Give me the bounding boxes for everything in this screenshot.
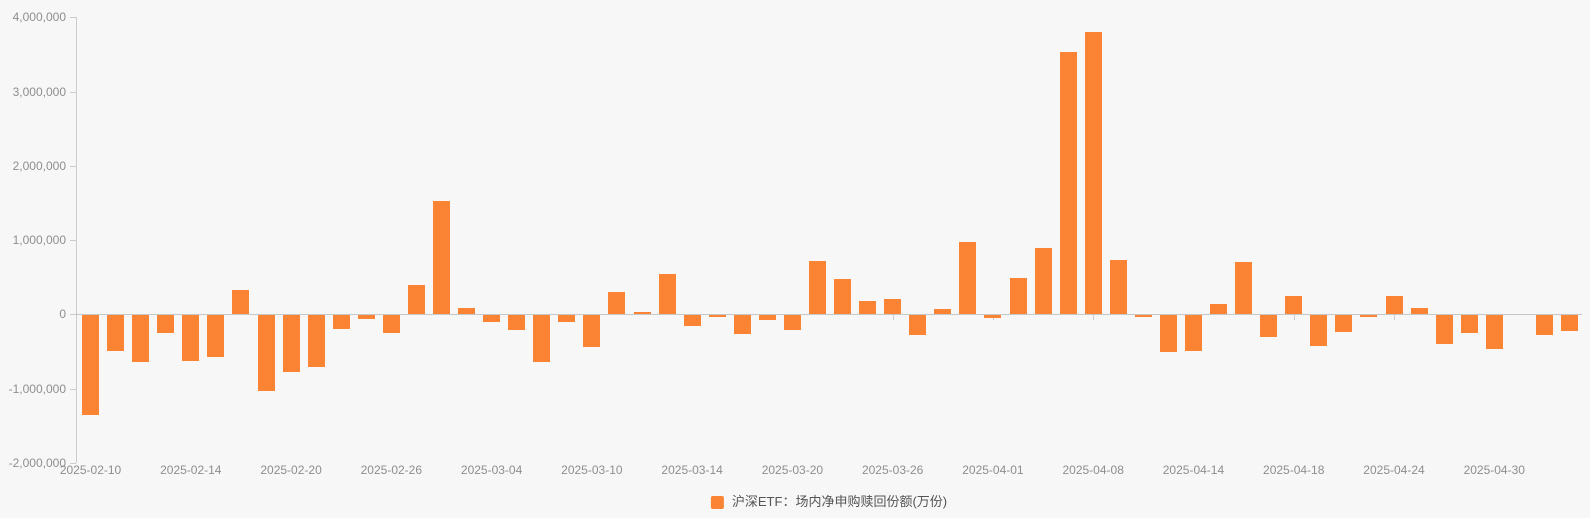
- bar-2025-04-28[interactable]: [1435, 315, 1453, 345]
- bar-2025-03-07[interactable]: [558, 315, 576, 322]
- legend-label: 沪深ETF：场内净申购赎回份额(万份): [731, 494, 948, 509]
- bar-2025-03-03[interactable]: [458, 307, 475, 315]
- bar-2025-04-18[interactable]: [1285, 295, 1303, 315]
- bar-2025-03-26[interactable]: [884, 299, 902, 315]
- y-axis-line: [76, 17, 77, 463]
- x-axis-label: 2025-04-30: [1463, 463, 1525, 477]
- x-axis-label: 2025-03-20: [761, 463, 824, 477]
- x-axis-label: 2025-03-04: [460, 463, 523, 477]
- x-axis-label: 2025-02-10: [59, 463, 122, 477]
- bar-2025-02-19[interactable]: [257, 315, 275, 391]
- bar-2025-03-12[interactable]: [633, 311, 651, 315]
- x-axis-label: 2025-04-01: [962, 463, 1024, 477]
- x-axis-tick: [892, 315, 894, 320]
- x-axis-tick: [1394, 315, 1395, 320]
- bar-2025-05-08[interactable]: [1561, 315, 1578, 331]
- bar-2025-04-11[interactable]: [1159, 315, 1177, 353]
- bar-2025-02-10[interactable]: [82, 315, 99, 416]
- bar-2025-04-23[interactable]: [1360, 315, 1378, 317]
- x-axis-zero-line: [76, 314, 1582, 315]
- bar-2025-04-02[interactable]: [1009, 277, 1027, 315]
- y-axis-tick: [70, 462, 76, 464]
- bar-2025-05-07[interactable]: [1535, 315, 1553, 336]
- bar-2025-04-30[interactable]: [1485, 315, 1503, 350]
- x-axis-label: 2025-03-10: [561, 463, 623, 477]
- bar-2025-02-21[interactable]: [307, 315, 325, 368]
- y-axis-tick: [70, 240, 76, 242]
- bar-2025-03-18[interactable]: [733, 315, 751, 334]
- bar-2025-03-19[interactable]: [758, 315, 776, 321]
- bar-2025-02-24[interactable]: [332, 315, 350, 330]
- bar-2025-02-26[interactable]: [382, 315, 400, 334]
- y-axis-label: 3,000,000: [12, 84, 66, 99]
- bar-2025-04-14[interactable]: [1185, 315, 1202, 351]
- bar-2025-02-12[interactable]: [132, 315, 150, 363]
- bar-2025-04-15[interactable]: [1210, 303, 1227, 315]
- bar-2025-04-16[interactable]: [1235, 261, 1253, 315]
- bar-2025-03-31[interactable]: [959, 242, 977, 315]
- y-axis-tick: [70, 91, 76, 93]
- y-axis-label: 1,000,000: [12, 233, 66, 248]
- bar-2025-02-25[interactable]: [357, 315, 375, 319]
- bar-2025-04-25[interactable]: [1410, 307, 1428, 315]
- bar-2025-04-17[interactable]: [1260, 315, 1278, 337]
- bar-2025-04-01[interactable]: [984, 315, 1002, 319]
- bar-2025-04-07[interactable]: [1059, 51, 1077, 315]
- y-axis-label: 0: [59, 307, 66, 322]
- bar-2025-03-06[interactable]: [533, 315, 551, 363]
- bar-2025-02-27[interactable]: [407, 284, 425, 315]
- bar-2025-03-25[interactable]: [859, 300, 877, 315]
- bar-2025-03-21[interactable]: [809, 260, 826, 315]
- bar-2025-04-22[interactable]: [1335, 315, 1353, 332]
- y-axis-tick: [70, 17, 76, 19]
- legend-marker-icon: [710, 495, 724, 509]
- y-axis-tick: [70, 314, 76, 316]
- bar-2025-02-13[interactable]: [157, 315, 175, 334]
- x-axis-label: 2025-03-14: [661, 463, 723, 477]
- bar-2025-04-08[interactable]: [1084, 32, 1102, 315]
- y-axis-label: -2,000,000: [8, 455, 66, 470]
- x-axis-tick: [1093, 315, 1095, 320]
- bar-2025-04-09[interactable]: [1109, 260, 1127, 315]
- x-axis-label: 2025-02-26: [360, 463, 423, 477]
- bar-2025-04-10[interactable]: [1134, 315, 1152, 317]
- legend-item[interactable]: 沪深ETF：场内净申购赎回份额(万份): [710, 494, 948, 509]
- bar-2025-02-14[interactable]: [182, 315, 200, 362]
- bar-2025-03-20[interactable]: [783, 315, 801, 331]
- bar-2025-04-21[interactable]: [1310, 315, 1328, 347]
- bar-2025-03-11[interactable]: [608, 292, 626, 315]
- bar-2025-04-24[interactable]: [1385, 295, 1403, 315]
- bar-2025-04-29[interactable]: [1460, 315, 1478, 334]
- x-axis-label: 2025-04-08: [1062, 463, 1124, 477]
- x-axis-label: 2025-04-18: [1263, 463, 1325, 477]
- y-axis-label: 4,000,000: [12, 10, 66, 25]
- bar-2025-03-27[interactable]: [909, 315, 927, 335]
- y-axis-label: -1,000,000: [8, 381, 66, 396]
- bar-2025-04-03[interactable]: [1034, 247, 1052, 315]
- bar-2025-02-17[interactable]: [207, 315, 225, 357]
- x-axis-label: 2025-02-20: [260, 463, 322, 477]
- bar-2025-02-20[interactable]: [282, 315, 300, 372]
- bar-2025-03-04[interactable]: [483, 315, 501, 322]
- x-axis-tick: [1293, 315, 1295, 320]
- x-axis-label: 2025-03-26: [861, 463, 924, 477]
- bar-2025-02-11[interactable]: [107, 315, 125, 351]
- y-axis-tick: [70, 165, 76, 167]
- x-axis-label: 2025-04-14: [1162, 463, 1225, 477]
- bar-2025-03-05[interactable]: [508, 315, 526, 331]
- bar-2025-03-28[interactable]: [934, 309, 952, 315]
- bar-2025-03-24[interactable]: [834, 278, 851, 315]
- bar-2025-03-10[interactable]: [583, 315, 601, 348]
- x-axis-label: 2025-02-14: [160, 463, 222, 477]
- x-axis-label: 2025-04-24: [1363, 463, 1425, 477]
- bar-2025-02-28[interactable]: [433, 200, 450, 315]
- bar-2025-03-17[interactable]: [708, 315, 726, 318]
- y-axis-tick: [70, 388, 76, 390]
- y-axis-label: 2,000,000: [12, 158, 66, 173]
- bar-2025-03-14[interactable]: [683, 315, 701, 326]
- bar-2025-03-13[interactable]: [658, 273, 676, 315]
- bar-2025-02-18[interactable]: [232, 289, 250, 315]
